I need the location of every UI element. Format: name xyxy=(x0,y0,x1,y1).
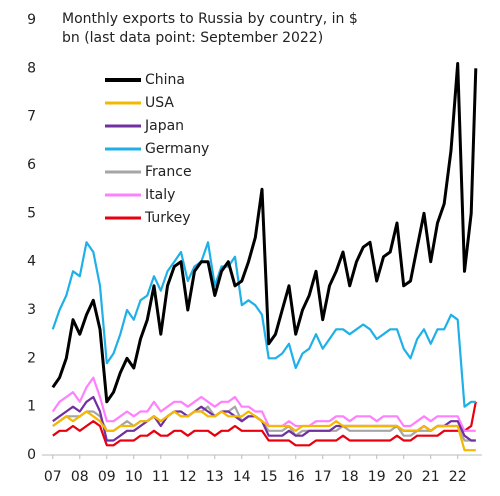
series-line xyxy=(51,241,476,408)
x-tick-label: 18 xyxy=(341,469,359,485)
x-tick-label: 09 xyxy=(98,469,116,485)
legend-label: Japan xyxy=(144,118,184,134)
y-tick-label: 5 xyxy=(27,205,36,221)
x-tick-label: 17 xyxy=(314,469,332,485)
y-tick-label: 4 xyxy=(27,254,36,270)
legend-label: Italy xyxy=(145,187,175,203)
x-tick-label: 14 xyxy=(233,469,251,485)
legend-label: Turkey xyxy=(144,210,191,226)
chart-title: Monthly exports to Russia by country, in… xyxy=(62,11,358,46)
x-tick-label: 21 xyxy=(422,469,440,485)
y-tick-label: 6 xyxy=(27,157,36,173)
legend-label: France xyxy=(145,164,192,180)
x-tick-label: 15 xyxy=(260,469,278,485)
series-line xyxy=(52,401,477,447)
legend-label: Germany xyxy=(145,141,209,157)
x-tick-label: 13 xyxy=(206,469,224,485)
legend-label: USA xyxy=(145,95,174,111)
x-tick-label: 16 xyxy=(287,469,305,485)
x-tick-label: 20 xyxy=(395,469,413,485)
y-tick-label: 7 xyxy=(27,109,36,125)
legend-label: China xyxy=(145,72,185,88)
series-line xyxy=(51,376,476,432)
y-tick-label: 3 xyxy=(27,302,36,318)
y-tick-label: 0 xyxy=(27,447,36,463)
series-line xyxy=(51,62,478,404)
y-tick-label: 9 xyxy=(27,12,36,28)
x-tick-label: 11 xyxy=(152,469,170,485)
series-line xyxy=(52,410,476,452)
x-tick-label: 10 xyxy=(125,469,143,485)
y-tick-label: 2 xyxy=(27,350,36,366)
x-tick-label: 22 xyxy=(449,469,467,485)
x-tick-label: 08 xyxy=(71,469,89,485)
x-tick-label: 12 xyxy=(179,469,197,485)
y-tick-label: 8 xyxy=(27,60,36,76)
y-tick-label: 1 xyxy=(27,399,36,415)
x-tick-label: 07 xyxy=(44,469,62,485)
x-tick-label: 19 xyxy=(368,469,386,485)
